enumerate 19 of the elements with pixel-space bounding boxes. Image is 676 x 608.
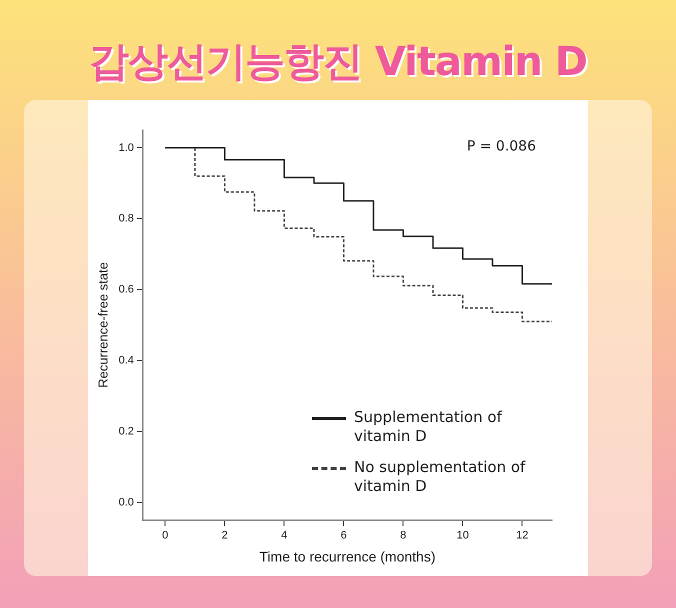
x-tick-label: 2 (222, 530, 228, 542)
x-tick-label: 0 (162, 530, 168, 542)
y-tick-label: 1.0 (118, 142, 134, 154)
y-tick-label: 0.4 (118, 354, 134, 366)
y-tick-label: 0.6 (118, 284, 134, 296)
y-axis-title: Recurrence-free state (95, 262, 110, 388)
annotation: P = 0.086 (466, 138, 536, 155)
y-tick-label: 0.8 (118, 212, 134, 225)
chart-title: 갑상선기능항진 Vitamin D (88, 38, 588, 87)
legend-label: Supplementation of vitamin D (354, 408, 504, 446)
x-axis-title: Time to recurrence (months) (259, 548, 436, 564)
x-tick-label: 6 (340, 530, 347, 542)
x-tick-label: 10 (456, 530, 469, 542)
x-tick-label: 4 (281, 530, 288, 542)
x-tick-label: 8 (400, 530, 406, 542)
x-tick-label: 12 (516, 530, 528, 542)
legend-label: No supplementation of vitamin D (354, 458, 526, 496)
y-tick-label: 0.0 (118, 496, 134, 508)
y-tick-label: 0.2 (118, 425, 134, 438)
